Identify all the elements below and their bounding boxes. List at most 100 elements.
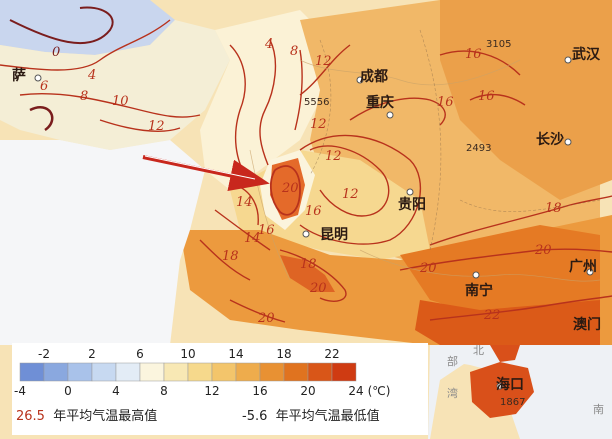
legend-tick-label: 20: [300, 384, 316, 398]
isotherm-label: 18: [300, 257, 317, 272]
isotherm-20-pocket: [269, 165, 301, 216]
isotherm-label: 12: [315, 54, 332, 69]
pointer-arrow: [142, 155, 270, 192]
legend-swatch: [235, 362, 261, 382]
isotherm-label: 20: [310, 281, 327, 296]
isotherm-18-east: [429, 195, 612, 246]
legend-tick-label: 6: [136, 347, 144, 361]
hainan-island: [470, 362, 534, 418]
city-guangzhou: 广州: [569, 259, 597, 275]
isotherm-label: 20: [258, 311, 275, 326]
city-changsha: 长沙: [536, 132, 564, 148]
border-3: [459, 199, 601, 212]
legend-swatch: [91, 362, 117, 382]
isotherm-label: 8: [80, 89, 89, 104]
isotherm-cold-loop: [29, 106, 54, 132]
isotherm-label: 14: [236, 195, 253, 210]
elevation-label: 1867: [500, 397, 526, 408]
city-markers: [34, 56, 594, 390]
isotherm-label: 0: [52, 45, 61, 60]
borders: [309, 29, 601, 251]
sea-label: 北: [473, 344, 484, 357]
coast-hot-zone: [415, 300, 600, 345]
river-1: [299, 59, 521, 86]
gulf-sea: [428, 345, 540, 439]
isotherm-20-south: [229, 299, 286, 323]
isotherm-18-honghe: [279, 249, 347, 302]
leizhou-peninsula: [490, 345, 520, 362]
city-wuhan: 武汉: [572, 47, 600, 63]
isotherm-16-east: [439, 50, 521, 76]
elevation-label: 5556: [304, 97, 330, 108]
legend-swatches: [19, 362, 357, 382]
isotherm-label: 20: [535, 243, 552, 258]
legend-swatch: [307, 362, 333, 382]
marker-guiyang: [406, 188, 414, 196]
isotherm-label: 20: [282, 181, 299, 196]
isotherm-16-yunnan: [214, 209, 271, 251]
isotherm-4-west: [0, 19, 171, 71]
legend-tick-label: -4: [14, 384, 26, 398]
city-guiyang: 贵阳: [398, 197, 426, 213]
legend-tick-label: 24: [348, 384, 364, 398]
marker-chongqing: [386, 111, 394, 119]
isotherm-12-north: [299, 44, 351, 96]
city-chengdu: 成都: [360, 69, 388, 85]
isotherm-label: 10: [112, 94, 129, 109]
border-1: [309, 39, 332, 176]
isotherm-label: 6: [40, 79, 49, 94]
isotherm-label: 18: [545, 201, 562, 216]
marker-kunming: [302, 230, 310, 238]
city-kunming: 昆明: [320, 227, 348, 243]
legend-swatch: [163, 362, 189, 382]
legend-swatch: [139, 362, 165, 382]
legend-swatch: [43, 362, 69, 382]
legend-unit: (℃): [367, 384, 391, 398]
red-river-hot-pocket: [280, 255, 335, 292]
city-lhasa: 萨: [12, 68, 26, 84]
legend-min-label: 年平均气温最低值: [275, 409, 380, 424]
isotherm-label: 12: [148, 119, 165, 134]
isotherm-label: 14: [244, 231, 261, 246]
sea-label: 南: [593, 403, 604, 416]
isotherm-18-yunnan: [199, 239, 251, 281]
legend-tick-label: 4: [112, 384, 120, 398]
elevation-label: 3105: [486, 39, 512, 50]
legend-tick-label: 22: [324, 347, 340, 361]
isotherm-label: 12: [310, 117, 327, 132]
legend-swatch: [19, 362, 45, 382]
legend-tick-label: -2: [38, 347, 50, 361]
isotherm-label: 20: [420, 261, 437, 276]
legend-tick-label: 16: [252, 384, 268, 398]
foreign-area: [0, 140, 205, 345]
pointer-arrow-highlight: [144, 155, 256, 180]
isotherm-label: 16: [305, 204, 322, 219]
marker-changsha: [564, 138, 572, 146]
legend-swatch: [283, 362, 309, 382]
city-chongqing: 重庆: [366, 95, 394, 111]
elevation-label: 2493: [466, 143, 492, 154]
isotherm-label: 22: [484, 308, 501, 323]
isotherm-16-hunan: [469, 93, 526, 106]
plateau-cool-zone: [0, 20, 230, 150]
isotherm-16-basin: [349, 97, 446, 126]
legend-tick-label: 18: [276, 347, 292, 361]
marker-wuhan: [564, 56, 572, 64]
south-sea: [510, 345, 612, 439]
isotherm-label: 4: [88, 68, 97, 83]
legend-max-value: 26.5: [16, 409, 45, 424]
legend-swatch: [331, 362, 357, 382]
isotherm-22-coast: [429, 295, 612, 321]
river-2: [359, 249, 601, 282]
border-2: [419, 29, 442, 251]
legend: 26.5 年平均气温最高值 -5.6 年平均气温最低值 -2 2 6 10 14 18 22…: [12, 343, 428, 435]
isotherm-0: [9, 6, 114, 45]
city-haikou: 海口: [496, 377, 524, 393]
city-nanning: 南宁: [465, 283, 493, 299]
plateau-cold-zone: [0, 0, 175, 55]
isotherm-label: 16: [478, 89, 495, 104]
marker-chengdu: [356, 76, 364, 84]
legend-tick-label: 10: [180, 347, 196, 361]
